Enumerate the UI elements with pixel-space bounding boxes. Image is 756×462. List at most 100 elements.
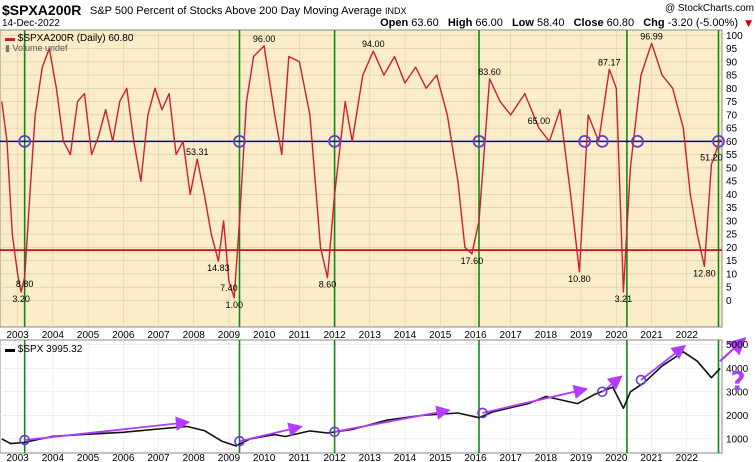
top-y-tick-label: 20: [726, 243, 738, 254]
value-annotation: 10.80: [568, 274, 591, 284]
chart-date: 14-Dec-2022: [2, 18, 60, 29]
top-x-tick-label: 2010: [253, 330, 276, 341]
top-x-tick-label: 2004: [42, 330, 65, 341]
top-x-tick-label: 2013: [359, 330, 382, 341]
bottom-x-tick-label: 2010: [253, 453, 276, 462]
top-x-tick-label: 2016: [464, 330, 487, 341]
value-annotation: 83.60: [478, 67, 501, 77]
crossing-circle: [328, 134, 341, 148]
value-annotation: 51.20: [700, 153, 723, 163]
top-x-tick-label: 2008: [183, 330, 206, 341]
value-annotation: 96.00: [253, 34, 276, 44]
credit-text[interactable]: @ StockCharts.com: [665, 3, 754, 14]
top-y-tick-label: 60: [726, 137, 738, 148]
ohlc-readout: Open 63.60 High 66.00 Low 58.40 Close 60…: [380, 17, 738, 29]
value-annotation: 94.00: [362, 39, 385, 49]
bottom-x-tick-label: 2019: [570, 453, 593, 462]
value-annotation: 65.00: [528, 116, 551, 126]
top-vertical-markers: [23, 30, 720, 327]
value-annotation: 8.80: [16, 279, 34, 289]
trend-arrow: [601, 375, 623, 393]
bottom-y-tick-label: 3000: [726, 387, 749, 398]
top-y-tick-label: 70: [726, 110, 738, 121]
top-x-tick-label: 2009: [218, 330, 241, 341]
spx-line: [1, 350, 721, 447]
trend-start-circle: [234, 435, 245, 447]
forecast-arrow: [719, 337, 747, 362]
top-y-tick-label: 35: [726, 203, 738, 214]
bottom-x-tick-label: 2014: [394, 453, 417, 462]
bottom-x-tick-label: 2022: [676, 453, 699, 462]
bottom-x-tick-label: 2011: [289, 453, 311, 462]
top-y-tick-label: 30: [726, 216, 738, 227]
top-y-tick-label: 75: [726, 97, 738, 108]
value-annotation: 96.99: [640, 31, 663, 41]
top-x-tick-label: 2006: [112, 330, 135, 341]
value-annotation: 14.83: [207, 263, 230, 273]
bottom-x-tick-label: 2012: [323, 453, 346, 462]
top-panel-background: [0, 29, 723, 328]
top-y-tick-label: 55: [726, 150, 738, 161]
value-annotations: 8.80 3.20 96.00 94.00 83.60 87.17 96.99 65.00 53…: [12, 31, 722, 310]
top-x-tick-label: 2018: [535, 330, 558, 341]
top-y-tick-label: 5: [726, 283, 732, 294]
value-annotation: 3.20: [12, 294, 30, 304]
trend-arrow: [334, 405, 451, 433]
bottom-y-tick-label: 2000: [726, 411, 749, 422]
bottom-x-tick-label: 2017: [500, 453, 523, 462]
top-y-tick-label: 95: [726, 44, 738, 55]
top-x-tick-label: 2022: [676, 330, 699, 341]
top-x-tick-label: 2003: [6, 330, 29, 341]
crossing-circle: [578, 134, 592, 148]
top-y-tick-label: 85: [726, 71, 738, 82]
trend-arrows: [19, 337, 747, 447]
top-x-tick-label: 2020: [605, 330, 628, 341]
value-annotation: 7.40: [220, 283, 238, 293]
bottom-x-tick-label: 2021: [640, 453, 663, 462]
top-y-tick-label: 50: [726, 163, 738, 174]
top-x-tick-label: 2007: [147, 330, 170, 341]
top-y-tick-label: 90: [726, 57, 738, 68]
top-x-tick-label: 2014: [394, 330, 417, 341]
bottom-panel: 1000 2000 3000 4000 5000 ▬ $SPX 3995.32 ?: [0, 337, 749, 454]
trend-arrow: [482, 384, 589, 414]
change-down-icon: ▼: [745, 19, 752, 29]
value-annotation: 87.17: [598, 57, 621, 67]
bottom-x-axis: 2003 2004 2005 2006 2007 2008 2009 2010 2011 2012…: [6, 453, 698, 462]
forecast-question-mark: ?: [730, 367, 745, 397]
bottom-x-tick-label: 2009: [218, 453, 241, 462]
trend-start-circle: [635, 374, 647, 386]
top-y-tick-label: 40: [726, 190, 738, 201]
top-y-tick-label: 100: [726, 31, 743, 42]
bottom-vertical-markers: [23, 340, 720, 453]
trend-start-circle: [329, 426, 340, 438]
top-y-tick-label: 65: [726, 124, 738, 135]
top-x-tick-label: 2012: [323, 330, 346, 341]
trend-arrow: [24, 416, 191, 441]
top-horizontal-markers: [0, 140, 722, 251]
top-y-tick-label: 0: [726, 296, 732, 307]
top-y-tick-label: 45: [726, 177, 738, 188]
top-legend-main: ▬ $SPXA200R (Daily) 60.80: [5, 33, 134, 44]
trend-start-circle: [596, 386, 608, 398]
symbol-title: $SPXA200R: [2, 2, 81, 18]
bottom-y-tick-label: 5000: [726, 340, 749, 351]
spxa200r-line: [1, 42, 721, 299]
top-legend-volume: ▮ Volume undef: [5, 43, 68, 53]
value-annotation: 3.21: [615, 294, 633, 304]
bottom-y-tick-label: 4000: [726, 364, 749, 375]
trend-start-circle: [477, 407, 488, 419]
trend-arrow: [640, 344, 687, 381]
crossing-circle: [233, 134, 246, 148]
bottom-panel-background: [0, 339, 723, 454]
bottom-x-tick-label: 2013: [359, 453, 382, 462]
top-x-axis: 2003 2004 2005 2006 2007 2008 2009 2010 2011 2012…: [6, 330, 698, 341]
crossing-circle: [631, 134, 644, 148]
value-annotation: 17.60: [461, 256, 484, 266]
bottom-x-tick-label: 2005: [77, 453, 100, 462]
chart-description: S&P 500 Percent of Stocks Above 200 Day …: [90, 5, 406, 17]
top-y-tick-label: 25: [726, 230, 738, 241]
bottom-x-tick-label: 2003: [6, 453, 29, 462]
crossing-circles: [18, 134, 725, 148]
bottom-x-tick-label: 2008: [183, 453, 206, 462]
